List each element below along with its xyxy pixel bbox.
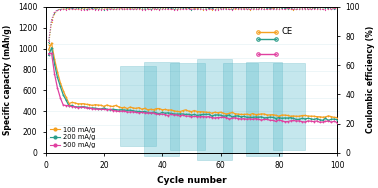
FancyBboxPatch shape bbox=[223, 63, 258, 153]
Y-axis label: Coulombic efficiency (%): Coulombic efficiency (%) bbox=[366, 26, 375, 133]
FancyBboxPatch shape bbox=[273, 63, 305, 150]
Text: CE: CE bbox=[282, 27, 293, 36]
FancyBboxPatch shape bbox=[144, 62, 179, 156]
Y-axis label: Specific capacity (mAh/g): Specific capacity (mAh/g) bbox=[3, 25, 12, 135]
Legend: 100 mA/g, 200 mA/g, 500 mA/g: 100 mA/g, 200 mA/g, 500 mA/g bbox=[49, 125, 97, 149]
FancyBboxPatch shape bbox=[121, 66, 156, 146]
X-axis label: Cycle number: Cycle number bbox=[156, 176, 226, 185]
FancyBboxPatch shape bbox=[246, 62, 282, 156]
FancyBboxPatch shape bbox=[170, 63, 206, 150]
FancyBboxPatch shape bbox=[197, 59, 232, 160]
